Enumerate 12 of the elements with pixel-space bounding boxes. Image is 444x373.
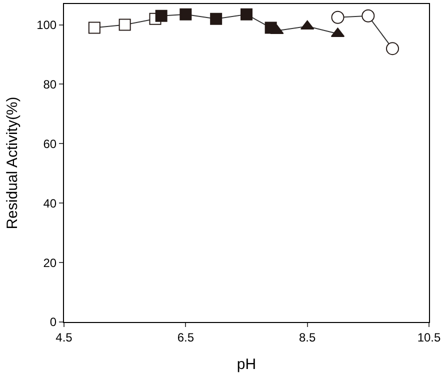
- y-tick-label: 40: [43, 196, 57, 210]
- x-tick-label: 6.5: [177, 330, 194, 344]
- y-tick-label: 100: [36, 18, 57, 32]
- x-tick-label: 8.5: [298, 330, 316, 344]
- y-tick-label: 20: [43, 256, 57, 270]
- y-tick-label: 0: [50, 315, 57, 330]
- x-tick-label: 4.5: [56, 330, 73, 344]
- x-axis-title: pH: [236, 356, 256, 373]
- x-tick-label: 10.5: [417, 330, 441, 344]
- y-tick-label: 80: [43, 77, 57, 92]
- y-tick-label: 60: [43, 136, 57, 151]
- y-axis-title: Residual Activity(%): [4, 96, 21, 230]
